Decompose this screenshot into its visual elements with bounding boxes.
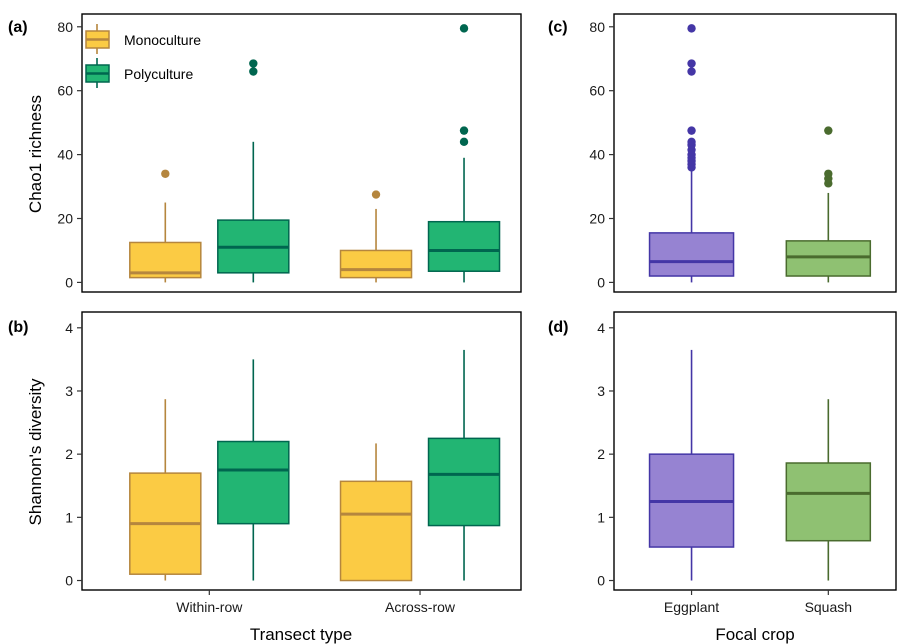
panel-a-mono-box-across-row	[339, 190, 413, 283]
panel-d-category-label: Eggplant	[664, 599, 719, 615]
panel-d-squash-box-box	[785, 462, 872, 542]
panel-a-mono-box-within-row-outlier	[161, 169, 170, 178]
panel-c-ytick-label: 40	[589, 147, 605, 163]
panel-b-frame	[81, 311, 522, 591]
panel-a-ytick-label: 60	[57, 83, 73, 99]
panel-a-ytick-label: 80	[57, 19, 73, 35]
panel-b-plot: 0 1 2 3 4 Within-row Across-row	[65, 320, 501, 615]
panel-b-category-label: Across-row	[385, 599, 456, 615]
panel-a-mono-box-across-row-outlier	[371, 190, 381, 199]
panel-a-poly-box-within-row	[217, 59, 290, 283]
panel-a-poly-box-across-row	[427, 24, 501, 283]
panel-b-poly-box-across-row	[427, 349, 501, 581]
panel-d-squash-box	[785, 399, 872, 581]
panel-b-label: (b)	[8, 319, 28, 336]
panel-b-mono-box-within-row	[129, 399, 202, 581]
panel-c-eggplant-box-outlier	[687, 137, 696, 147]
panel-a-ytick-label: 20	[57, 211, 73, 227]
x-axis-title-transect: Transect type	[250, 625, 352, 644]
panel-a-poly-box-across-row-box	[427, 220, 501, 272]
panel-c-ytick-label: 20	[589, 211, 605, 227]
panel-d-frame	[613, 311, 897, 591]
panel-c-frame	[613, 13, 897, 293]
panel-a-mono-box-across-row-box	[339, 249, 413, 279]
panel-c-eggplant-box-outlier	[687, 24, 696, 33]
panel-d-ytick-label: 3	[597, 383, 605, 399]
x-axis-title-focal-crop: Focal crop	[715, 625, 794, 644]
panel-b-poly-box-across-row-box	[427, 437, 501, 527]
panel-b-ytick-label: 0	[65, 573, 73, 589]
panel-c-squash-box-outlier	[824, 169, 833, 178]
panel-a-frame	[81, 13, 522, 293]
panel-c-eggplant-box-outlier	[687, 67, 696, 76]
panel-d-plot: 0 1 2 3 4 Eggplant Squash	[597, 320, 872, 615]
panel-b-ytick-label: 1	[65, 509, 73, 525]
panel-c-ytick-label: 80	[589, 19, 605, 35]
panel-c-ytick-label: 0	[597, 274, 605, 290]
panel-b-ytick-label: 2	[65, 446, 73, 462]
panel-a-poly-box-across-row-outlier	[459, 137, 469, 147]
panel-d-ytick-label: 1	[597, 509, 605, 525]
panel-a-mono-box-within-row	[129, 169, 202, 283]
panel-a-label: (a)	[8, 19, 28, 36]
panel-c-squash-box-box	[785, 240, 872, 277]
panel-d-ytick-label: 0	[597, 573, 605, 589]
panel-b-ytick-label: 3	[65, 383, 73, 399]
panel-c-eggplant-box-box	[648, 232, 735, 277]
panel-a-ytick-label: 0	[65, 274, 73, 290]
panel-a-ytick-label: 40	[57, 147, 73, 163]
panel-c-label: (c)	[548, 19, 568, 36]
panel-c-eggplant-box-outlier	[687, 59, 696, 68]
panel-d-ytick-label: 2	[597, 446, 605, 462]
y-axis-title-shannon: Shannon's diversity	[26, 378, 45, 525]
panel-b-mono-box-across-row-box	[339, 480, 413, 582]
panel-a-plot: 0 20 40 60 80	[57, 19, 501, 290]
legend: Monoculture Polyculture	[85, 24, 201, 88]
panel-b-poly-box-within-row-box	[217, 440, 290, 525]
panel-c-squash-box	[785, 126, 872, 283]
panel-a-poly-box-within-row-outlier	[249, 59, 258, 68]
legend-poly-label: Polyculture	[124, 66, 193, 82]
panel-c-eggplant-box-outlier	[687, 126, 696, 135]
panel-d-label: (d)	[548, 319, 568, 336]
panel-c-eggplant-box	[648, 24, 735, 283]
y-axis-title-chao1: Chao1 richness	[26, 95, 45, 213]
panel-b-mono-box-across-row	[339, 443, 413, 582]
panel-b-poly-box-within-row	[217, 359, 290, 581]
panel-a-poly-box-across-row-outlier	[459, 126, 469, 135]
panel-c-squash-box-outlier	[824, 126, 833, 135]
panel-b-category-label: Within-row	[176, 599, 243, 615]
panel-d-eggplant-box	[648, 349, 735, 581]
panel-a-poly-box-within-row-outlier	[249, 67, 258, 76]
panel-b-ytick-label: 4	[65, 320, 73, 336]
panel-c-ytick-label: 60	[589, 83, 605, 99]
panel-d-category-label: Squash	[805, 599, 852, 615]
panel-a-poly-box-across-row-outlier	[459, 24, 469, 33]
panel-c-plot: 0 20 40 60 80	[589, 19, 872, 290]
legend-mono-label: Monoculture	[124, 32, 201, 48]
panel-d-ytick-label: 4	[597, 320, 605, 336]
